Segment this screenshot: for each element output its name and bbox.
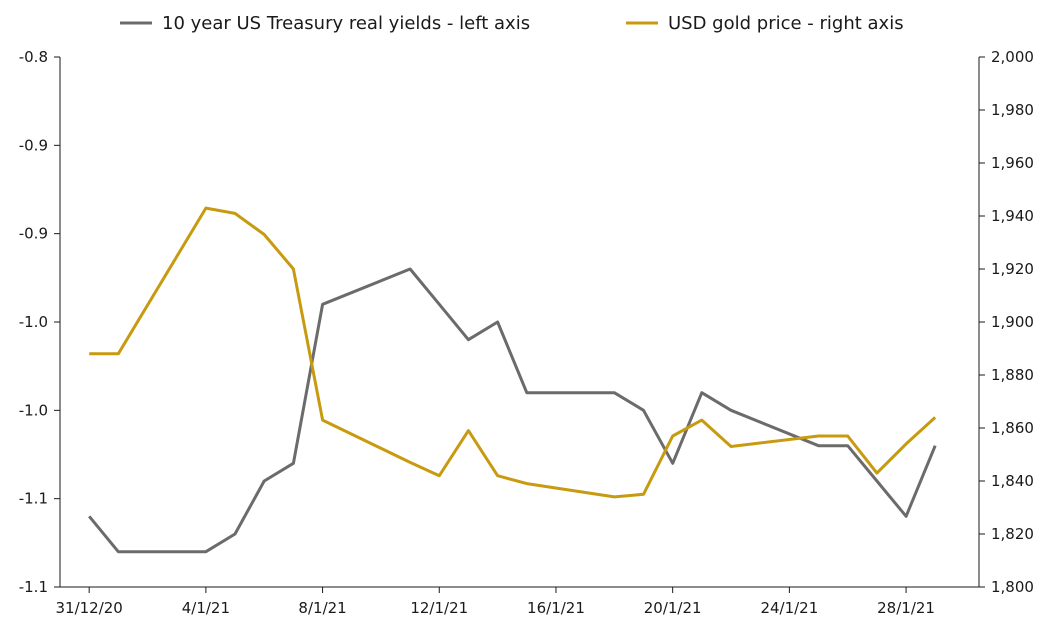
right-tick-label: 1,980 <box>991 101 1034 119</box>
right-tick-label: 1,940 <box>991 207 1034 225</box>
right-tick-label: 1,920 <box>991 260 1034 278</box>
legend-label-yields: 10 year US Treasury real yields - left a… <box>162 13 530 34</box>
right-tick-label: 1,960 <box>991 154 1034 172</box>
x-tick-label: 24/1/21 <box>760 599 818 617</box>
right-axis-ticks: 1,800 1,820 1,840 1,860 1,880 1,900 1,920 1,940… <box>979 48 1034 596</box>
right-tick-label: 1,900 <box>991 313 1034 331</box>
right-tick-label: 1,840 <box>991 472 1034 490</box>
x-axis-ticks: 31/12/20 4/1/21 8/1/21 12/1/21 16/1/21 20/1/2… <box>55 587 935 617</box>
legend: 10 year US Treasury real yields - left a… <box>120 13 904 34</box>
left-tick-label: -0.9 <box>19 136 48 154</box>
x-tick-label: 4/1/21 <box>182 599 230 617</box>
right-tick-label: 1,880 <box>991 366 1034 384</box>
right-tick-label: 1,860 <box>991 419 1034 437</box>
right-tick-label: 1,820 <box>991 525 1034 543</box>
series-line-gold <box>89 206 937 499</box>
left-tick-label: -1.1 <box>19 578 48 596</box>
left-tick-label: -0.9 <box>19 225 48 243</box>
left-axis-ticks: -1.1 -1.1 -1.0 -1.0 -0.9 -0.9 -0.8 <box>19 48 60 596</box>
left-tick-label: -1.0 <box>19 313 48 331</box>
x-tick-label: 8/1/21 <box>298 599 346 617</box>
series-line-yields <box>88 267 937 554</box>
left-tick-label: -1.0 <box>19 401 48 419</box>
x-tick-label: 16/1/21 <box>527 599 585 617</box>
left-tick-label: -1.1 <box>19 490 48 508</box>
x-tick-label: 31/12/20 <box>55 599 122 617</box>
right-tick-label: 1,800 <box>991 578 1034 596</box>
x-tick-label: 12/1/21 <box>410 599 468 617</box>
series-layer <box>88 206 937 554</box>
x-tick-label: 20/1/21 <box>644 599 702 617</box>
x-tick-label: 28/1/21 <box>877 599 935 617</box>
left-tick-label: -0.8 <box>19 48 48 66</box>
right-tick-label: 2,000 <box>991 48 1034 66</box>
legend-label-gold: USD gold price - right axis <box>668 13 904 34</box>
